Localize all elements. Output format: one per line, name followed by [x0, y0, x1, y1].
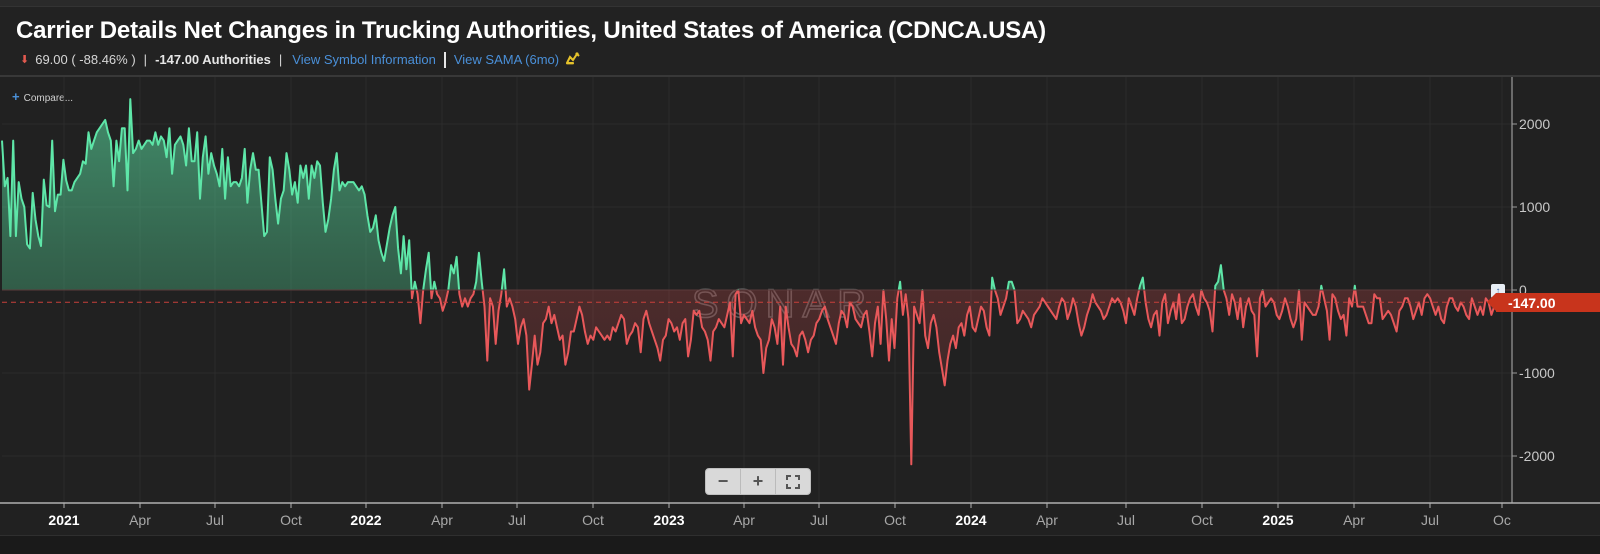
separator: |	[278, 52, 283, 67]
negative-area-fill	[2, 290, 1497, 465]
x-tick-label: 2023	[653, 512, 684, 528]
series-line-negative	[410, 290, 1498, 466]
separator	[443, 51, 446, 68]
x-tick-label: Jul	[1421, 512, 1439, 528]
last-value-price-tag: -147.00	[1487, 293, 1600, 312]
chart-hand-icon[interactable]	[565, 51, 581, 68]
x-tick-label: Jul	[1117, 512, 1135, 528]
x-tick-label: Oct	[884, 512, 906, 528]
chart-title: Carrier Details Net Changes in Trucking …	[16, 17, 1046, 44]
price-tag-text: -147.00	[1508, 294, 1556, 311]
plus-icon: +	[12, 89, 20, 104]
x-tick-label: 2022	[350, 512, 381, 528]
x-tick-label: Jul	[810, 512, 828, 528]
x-tick-label: Apr	[733, 512, 755, 528]
positive-area-fill	[2, 99, 1497, 290]
compare-button[interactable]: + Compare...	[12, 89, 73, 104]
x-tick-label: Apr	[431, 512, 453, 528]
y-tick-label: 2000	[1519, 116, 1550, 132]
zoom-out-button[interactable]: −	[706, 469, 741, 494]
chart-area[interactable]: SONAR200010000-1000-20002021AprJulOct202…	[0, 77, 1600, 535]
x-tick-label: Jul	[508, 512, 526, 528]
x-tick-label: Oct	[280, 512, 302, 528]
separator: |	[143, 52, 148, 67]
y-tick-label: -2000	[1519, 448, 1555, 464]
y-tick-label: 0	[1519, 282, 1527, 298]
zoom-in-button[interactable]: +	[741, 469, 776, 494]
x-tick-label: Apr	[1036, 512, 1058, 528]
series-line-positive	[1, 98, 1357, 290]
top-strip	[0, 0, 1600, 7]
x-tick-label: Apr	[129, 512, 151, 528]
y-tick-label: -1000	[1519, 365, 1555, 381]
current-value: -147.00 Authorities	[155, 52, 271, 67]
x-tick-label: 2021	[48, 512, 79, 528]
x-tick-label: Oc	[1493, 512, 1511, 528]
x-tick-label: 2025	[1262, 512, 1293, 528]
bottom-bar	[0, 535, 1600, 554]
x-tick-label: Apr	[1343, 512, 1365, 528]
zoom-controls: − +	[705, 468, 811, 495]
chart-header: Carrier Details Net Changes in Trucking …	[0, 7, 1600, 77]
down-arrow-icon: ⬇	[20, 54, 30, 66]
symbol-summary: ⬇ 69.00 ( -88.46% ) | -147.00 Authoritie…	[20, 51, 581, 68]
view-symbol-information-link[interactable]: View Symbol Information	[292, 52, 436, 67]
fullscreen-button[interactable]	[776, 469, 810, 494]
x-tick-label: Jul	[206, 512, 224, 528]
view-sama-link[interactable]: View SAMA (6mo)	[453, 52, 560, 67]
x-tick-label: 2024	[955, 512, 986, 528]
x-tick-label: Oct	[582, 512, 604, 528]
change-value: 69.00 ( -88.46% )	[35, 52, 136, 67]
fullscreen-icon	[786, 474, 800, 489]
x-tick-label: Oct	[1191, 512, 1213, 528]
compare-label: Compare...	[23, 93, 74, 104]
y-tick-label: 1000	[1519, 199, 1550, 215]
